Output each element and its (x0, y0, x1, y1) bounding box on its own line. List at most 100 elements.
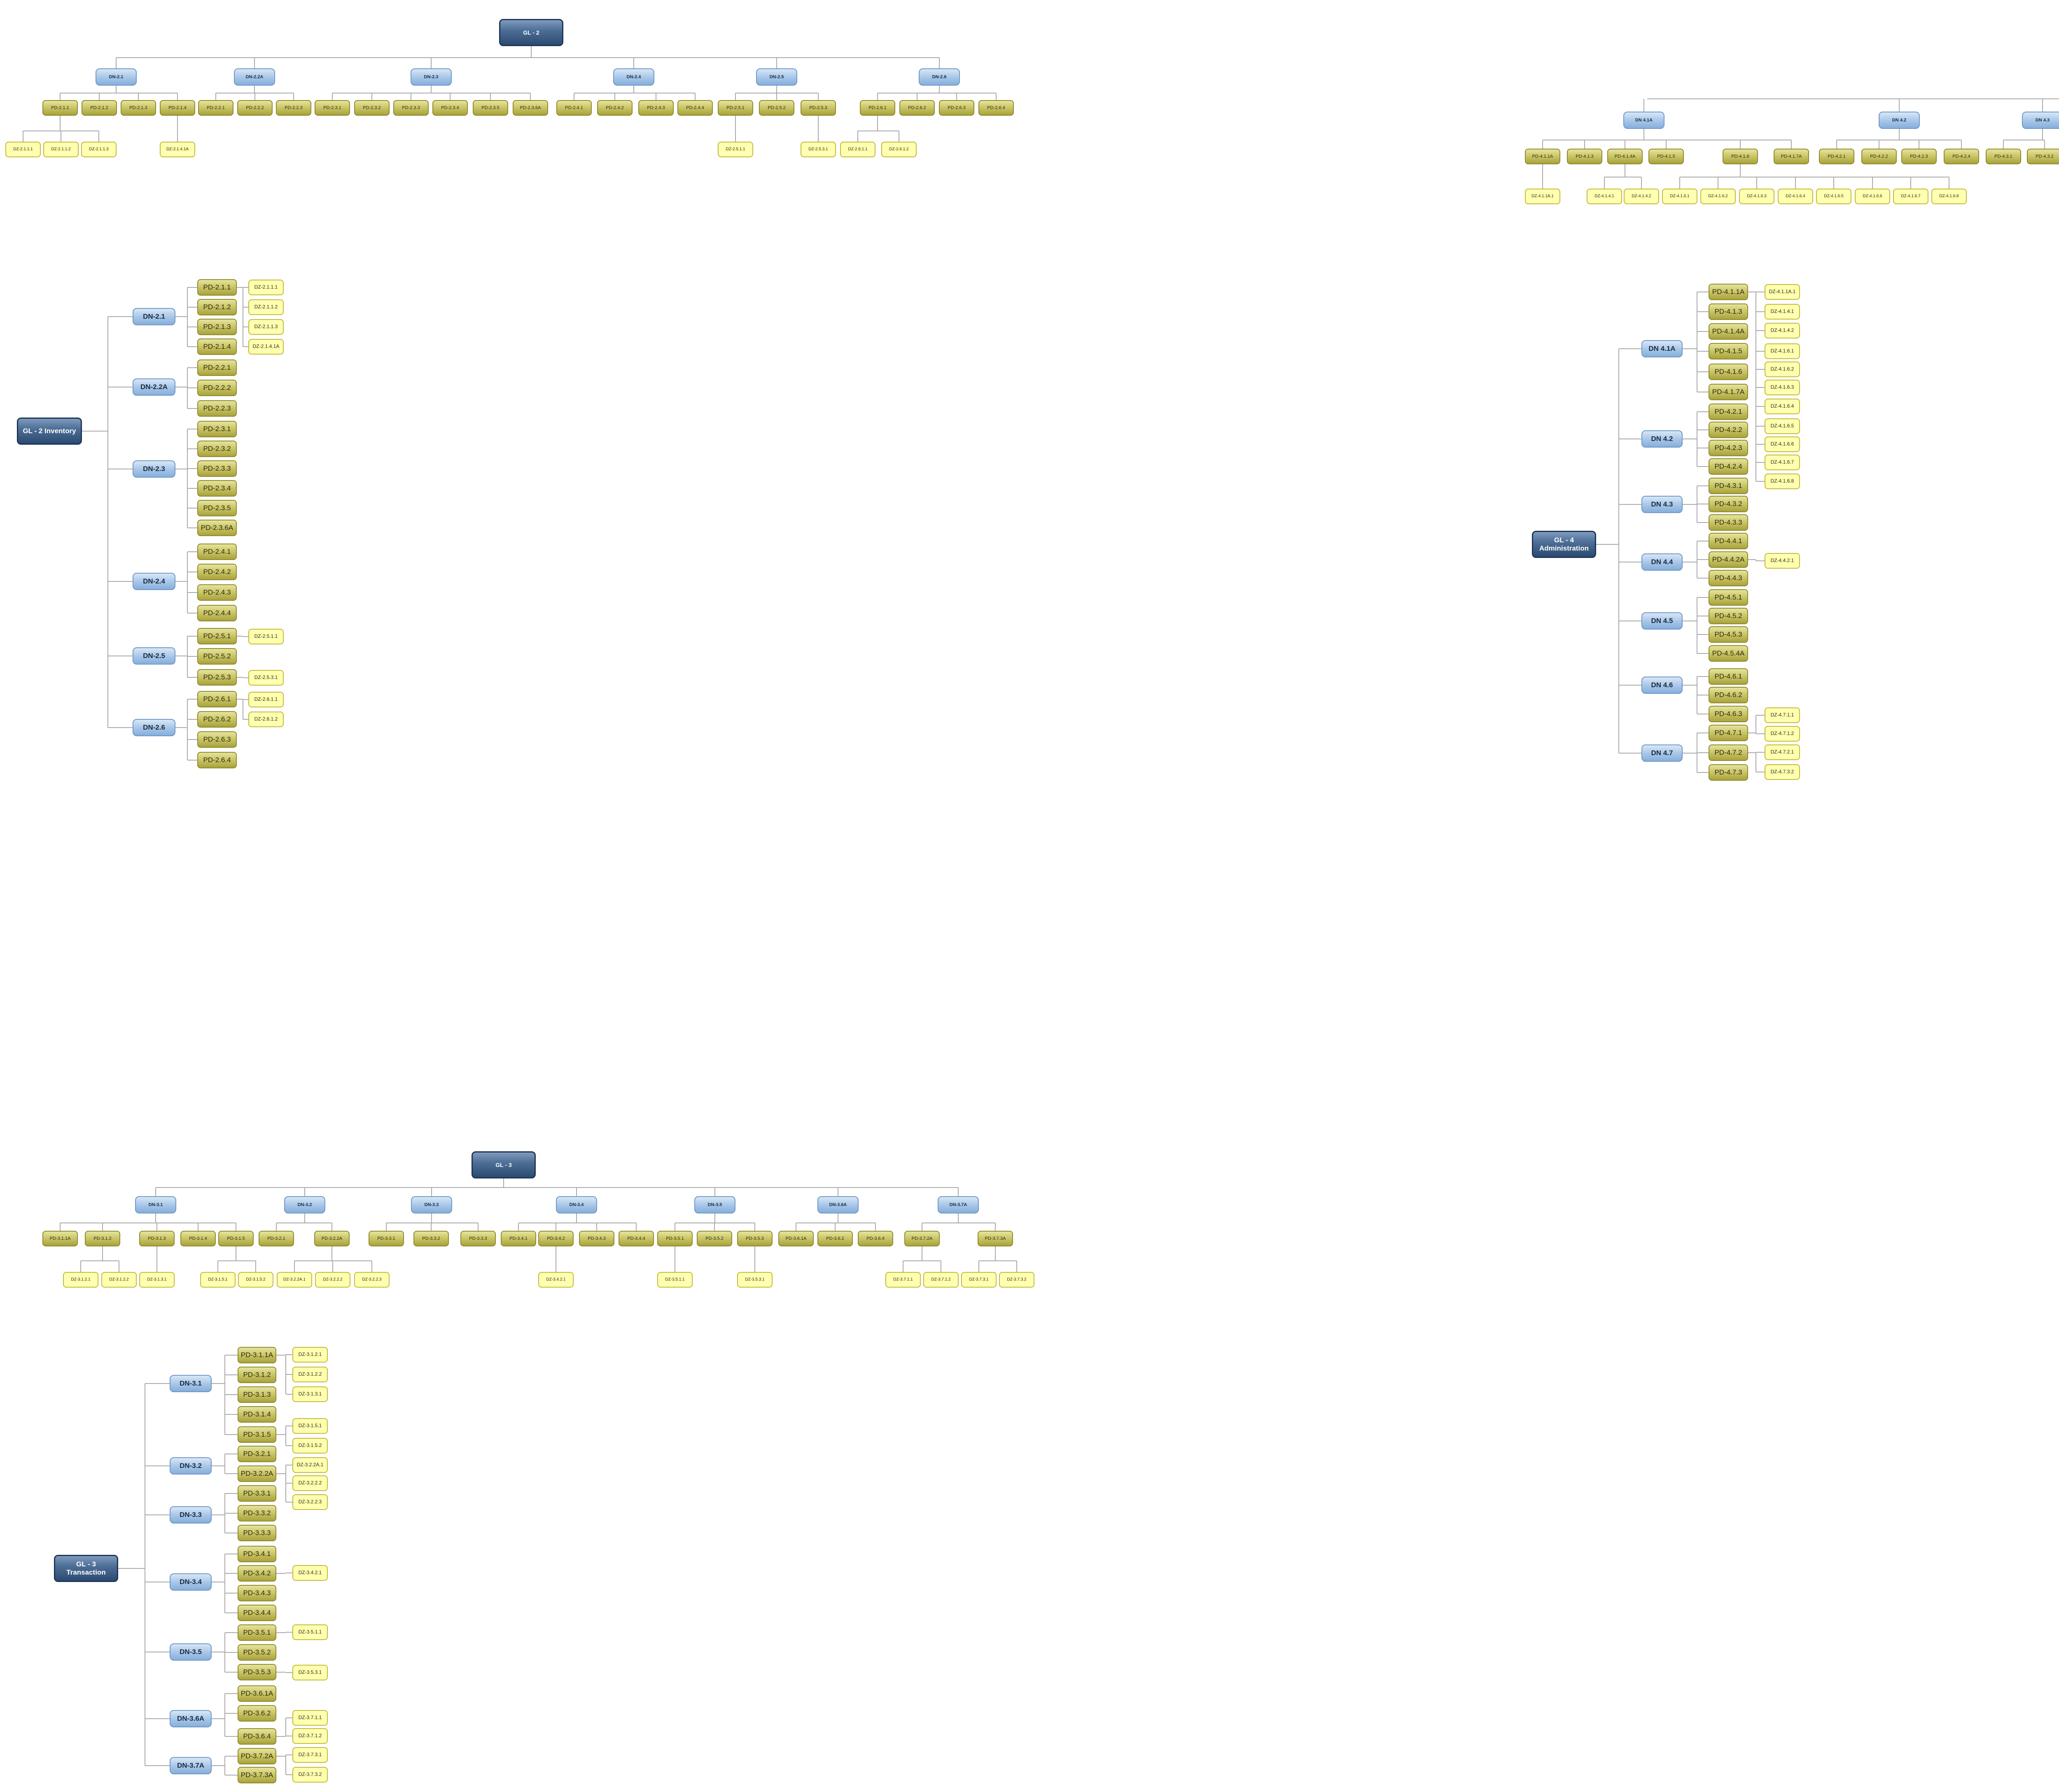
pd-node[interactable]: PD-3.3.3 (460, 1231, 496, 1246)
dz-node[interactable]: DZ-3.4.2.1 (538, 1272, 574, 1288)
dz-node[interactable]: DZ-3.7.1.2 (292, 1728, 328, 1744)
dn-node[interactable]: DN 4.2 (1879, 112, 1920, 129)
dn-node[interactable]: DN-3.7A (170, 1757, 212, 1774)
dn-node[interactable]: DN-3.4 (556, 1196, 597, 1213)
pd-node[interactable]: PD-3.2.1 (259, 1231, 294, 1246)
dn-node[interactable]: DN 4.5 (1641, 612, 1683, 630)
dz-node[interactable]: DZ-2.1.1.2 (43, 142, 79, 157)
dz-node[interactable]: DZ-3.4.2.1 (292, 1565, 328, 1581)
pd-node[interactable]: PD-3.5.1 (657, 1231, 693, 1246)
dn-node[interactable]: DN-2.5 (133, 647, 175, 665)
pd-node[interactable]: PD-3.3.1 (369, 1231, 404, 1246)
pd-node[interactable]: PD-4.2.2 (1709, 422, 1748, 438)
dz-node[interactable]: DZ-4.1.6.7 (1893, 189, 1928, 204)
pd-node[interactable]: PD-2.6.4 (197, 752, 237, 768)
pd-node[interactable]: PD-3.4.2 (238, 1565, 276, 1582)
pd-node[interactable]: PD-2.1.3 (121, 100, 156, 116)
pd-node[interactable]: PD-3.6.2 (238, 1705, 276, 1722)
dn-node[interactable]: DN-3.1 (170, 1375, 212, 1392)
dz-node[interactable]: DZ-2.5.3.1 (801, 142, 836, 157)
pd-node[interactable]: PD-2.4.2 (597, 100, 633, 116)
pd-node[interactable]: PD-4.2.3 (1709, 440, 1748, 456)
dz-node[interactable]: DZ-3.2.2.2 (292, 1475, 328, 1491)
pd-node[interactable]: PD-2.5.2 (197, 648, 237, 665)
dn-node[interactable]: DN-3.5 (170, 1643, 212, 1661)
pd-node[interactable]: PD-2.3.6A (197, 520, 237, 536)
pd-node[interactable]: PD-3.3.2 (413, 1231, 449, 1246)
pd-node[interactable]: PD-3.7.3A (238, 1767, 276, 1783)
dz-node[interactable]: DZ-4.4.2.1 (1765, 553, 1800, 569)
dz-node[interactable]: DZ-3.1.2.2 (292, 1367, 328, 1382)
pd-node[interactable]: PD-2.3.3 (197, 460, 237, 477)
dn-node[interactable]: DN 4.2 (1641, 430, 1683, 448)
dn-node[interactable]: DN-2.2A (133, 378, 175, 396)
pd-node[interactable]: PD-4.2.3 (1901, 149, 1937, 164)
root-node[interactable]: GL - 2 (499, 19, 563, 46)
pd-node[interactable]: PD-2.6.2 (899, 100, 935, 116)
dz-node[interactable]: DZ-4.1.6.5 (1816, 189, 1851, 204)
dz-node[interactable]: DZ-4.1.6.8 (1765, 474, 1800, 489)
pd-node[interactable]: PD-3.1.3 (139, 1231, 175, 1246)
pd-node[interactable]: PD-3.3.1 (238, 1485, 276, 1502)
dz-node[interactable]: DZ-2.1.1.3 (81, 142, 117, 157)
pd-node[interactable]: PD-2.3.5 (473, 100, 508, 116)
pd-node[interactable]: PD-3.1.1A (238, 1347, 276, 1363)
dz-node[interactable]: DZ-3.2.2.3 (354, 1272, 390, 1288)
dz-node[interactable]: DZ-4.1.4.2 (1765, 323, 1800, 338)
dz-node[interactable]: DZ-2.6.1.1 (840, 142, 875, 157)
dz-node[interactable]: DZ-4.1.1A.1 (1525, 189, 1560, 204)
dn-node[interactable]: DN-3.7A (938, 1196, 979, 1213)
pd-node[interactable]: PD-2.3.1 (197, 421, 237, 437)
pd-node[interactable]: PD-4.1.5 (1648, 149, 1684, 164)
dz-node[interactable]: DZ-2.1.1.1 (5, 142, 41, 157)
pd-node[interactable]: PD-3.5.3 (737, 1231, 773, 1246)
pd-node[interactable]: PD-2.1.1 (197, 279, 237, 296)
pd-node[interactable]: PD-3.6.4 (238, 1728, 276, 1745)
pd-node[interactable]: PD-4.6.3 (1709, 706, 1748, 722)
dn-node[interactable]: DN 4.7 (1641, 744, 1683, 762)
dz-node[interactable]: DZ-3.1.2.1 (292, 1347, 328, 1363)
pd-node[interactable]: PD-2.5.2 (759, 100, 794, 116)
dn-node[interactable]: DN-2.2A (234, 68, 275, 86)
dz-node[interactable]: DZ-3.5.3.1 (737, 1272, 773, 1288)
dz-node[interactable]: DZ-3.5.3.1 (292, 1665, 328, 1680)
dz-node[interactable]: DZ-4.1.1A.1 (1765, 284, 1800, 300)
pd-node[interactable]: PD-2.6.3 (939, 100, 974, 116)
pd-node[interactable]: PD-4.1.7A (1709, 384, 1748, 400)
dz-node[interactable]: DZ-3.7.3.1 (292, 1747, 328, 1763)
pd-node[interactable]: PD-3.4.3 (238, 1585, 276, 1601)
pd-node[interactable]: PD-2.2.3 (276, 100, 311, 116)
pd-node[interactable]: PD-4.5.3 (1709, 626, 1748, 643)
pd-node[interactable]: PD-3.1.5 (238, 1426, 276, 1443)
pd-node[interactable]: PD-2.6.4 (978, 100, 1014, 116)
dz-node[interactable]: DZ-3.7.1.2 (923, 1272, 959, 1288)
dn-node[interactable]: DN-2.1 (133, 308, 175, 325)
pd-node[interactable]: PD-2.3.5 (197, 500, 237, 516)
pd-node[interactable]: PD-2.4.4 (197, 605, 237, 621)
dz-node[interactable]: DZ-4.1.6.1 (1662, 189, 1697, 204)
pd-node[interactable]: PD-3.4.4 (619, 1231, 654, 1246)
dz-node[interactable]: DZ-4.7.3.2 (1765, 764, 1800, 780)
pd-node[interactable]: PD-3.5.2 (697, 1231, 732, 1246)
dz-node[interactable]: DZ-4.1.4.2 (1624, 189, 1659, 204)
pd-node[interactable]: PD-2.4.2 (197, 564, 237, 580)
dn-node[interactable]: DN-3.3 (411, 1196, 452, 1213)
pd-node[interactable]: PD-2.2.3 (197, 400, 237, 417)
pd-node[interactable]: PD-3.1.5 (218, 1231, 254, 1246)
dn-node[interactable]: DN-2.6 (919, 68, 960, 86)
pd-node[interactable]: PD-2.3.6A (513, 100, 548, 116)
pd-node[interactable]: PD-3.5.2 (238, 1644, 276, 1661)
dn-node[interactable]: DN 4.3 (1641, 496, 1683, 513)
pd-node[interactable]: PD-3.4.2 (538, 1231, 574, 1246)
dn-node[interactable]: DN-2.4 (613, 68, 654, 86)
pd-node[interactable]: PD-4.4.3 (1709, 570, 1748, 586)
dz-node[interactable]: DZ-4.1.6.6 (1765, 436, 1800, 452)
dn-node[interactable]: DN-2.3 (411, 68, 452, 86)
pd-node[interactable]: PD-4.2.4 (1944, 149, 1979, 164)
pd-node[interactable]: PD-3.4.4 (238, 1605, 276, 1621)
dz-node[interactable]: DZ-4.7.1.2 (1765, 726, 1800, 742)
dn-node[interactable]: DN 4.1A (1641, 340, 1683, 357)
dz-node[interactable]: DZ-3.5.1.1 (292, 1624, 328, 1640)
dz-node[interactable]: DZ-3.1.5.1 (200, 1272, 236, 1288)
dz-node[interactable]: DZ-3.1.3.1 (139, 1272, 175, 1288)
